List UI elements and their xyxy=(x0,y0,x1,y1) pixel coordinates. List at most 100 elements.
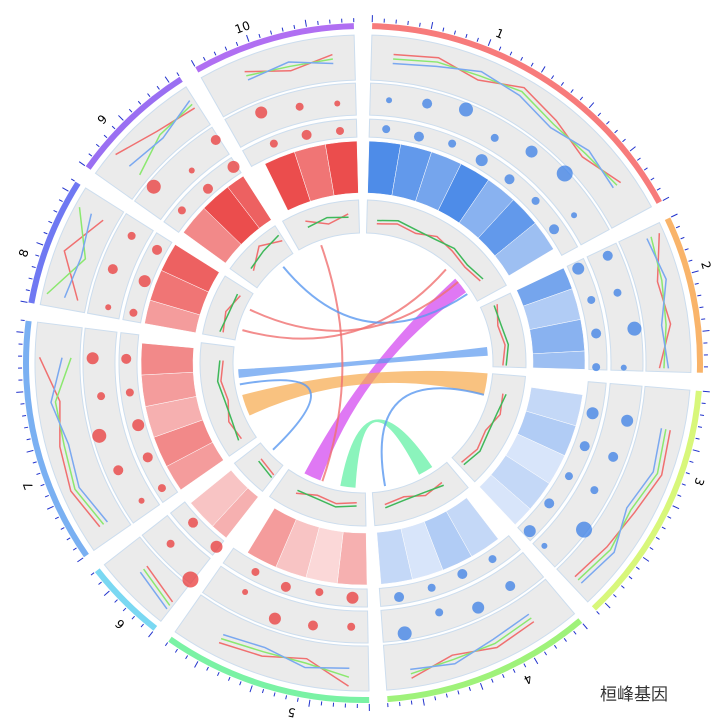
tick xyxy=(111,125,116,130)
tick xyxy=(185,655,189,660)
tick xyxy=(573,630,577,635)
bubble xyxy=(157,484,166,493)
tick xyxy=(692,449,700,453)
tick xyxy=(35,254,40,257)
tick xyxy=(636,157,641,161)
tick xyxy=(70,178,75,182)
link-ribbon xyxy=(238,347,488,378)
bubble xyxy=(269,139,278,148)
track-background xyxy=(201,565,369,644)
tick xyxy=(498,46,502,51)
bubble xyxy=(627,321,642,336)
tick xyxy=(453,30,456,35)
line-series xyxy=(50,357,109,523)
tick xyxy=(31,265,36,269)
bubble xyxy=(458,102,473,117)
heatmap-cell xyxy=(532,350,586,370)
bubble xyxy=(113,465,124,476)
bubble xyxy=(613,288,622,297)
tick xyxy=(103,590,110,597)
bubble xyxy=(152,244,163,255)
tick xyxy=(502,673,505,679)
heatmap-cell xyxy=(160,244,220,293)
tick xyxy=(523,663,527,668)
tick xyxy=(22,414,27,417)
tick xyxy=(147,93,151,97)
bubble xyxy=(591,328,602,339)
tick xyxy=(156,85,160,90)
bubble xyxy=(202,183,213,194)
tick xyxy=(62,187,69,192)
line-series xyxy=(216,360,240,441)
tick xyxy=(430,21,434,30)
tick xyxy=(635,566,640,570)
tick xyxy=(32,461,37,464)
bubble xyxy=(422,98,433,109)
line-series xyxy=(577,429,667,581)
line-series xyxy=(410,613,530,671)
bubble xyxy=(587,295,596,304)
tick xyxy=(702,390,710,393)
tick xyxy=(36,472,41,475)
link-line xyxy=(282,266,468,324)
bubble xyxy=(572,262,585,275)
tick xyxy=(582,623,588,630)
bubble xyxy=(242,589,249,596)
bubble xyxy=(335,126,344,135)
tick xyxy=(688,259,693,262)
heatmap-cell xyxy=(247,507,297,568)
line-series xyxy=(139,103,193,176)
chromosome-label: 7 xyxy=(20,480,36,492)
line-series xyxy=(461,393,504,463)
tick xyxy=(148,631,154,638)
line-series xyxy=(580,428,663,584)
tick xyxy=(48,220,53,224)
bubble xyxy=(127,231,136,240)
bubble xyxy=(315,588,324,597)
track-background xyxy=(378,535,522,607)
tick xyxy=(164,76,170,83)
tick xyxy=(445,693,448,698)
track-background xyxy=(82,327,161,524)
bubble xyxy=(125,388,134,397)
track-background xyxy=(233,442,284,493)
bubble xyxy=(541,542,548,549)
tick xyxy=(273,692,276,697)
link-line xyxy=(239,379,312,451)
track-background xyxy=(586,242,644,372)
bubble xyxy=(427,583,436,592)
bubble xyxy=(142,452,153,463)
line-series xyxy=(139,571,168,610)
bubble xyxy=(435,608,444,617)
tick xyxy=(656,187,661,191)
tick xyxy=(26,438,31,441)
tick xyxy=(468,686,471,691)
bubble xyxy=(382,125,391,134)
tick xyxy=(597,112,602,117)
tick xyxy=(628,576,633,580)
link-line xyxy=(380,387,485,487)
line-series xyxy=(219,293,239,333)
tick xyxy=(88,153,93,157)
tick xyxy=(442,27,445,32)
bubble xyxy=(472,601,485,614)
bubble xyxy=(490,133,499,142)
track-background xyxy=(118,332,179,504)
tick xyxy=(563,638,567,642)
tick xyxy=(66,537,71,541)
bubble xyxy=(549,224,560,235)
ideogram xyxy=(85,76,183,170)
tick xyxy=(25,289,30,292)
line-series xyxy=(260,458,275,476)
tick xyxy=(308,699,311,707)
bubble xyxy=(177,206,186,215)
bubble xyxy=(413,131,424,142)
tick xyxy=(419,22,421,27)
tick xyxy=(614,129,618,134)
line-series xyxy=(393,58,618,186)
tick xyxy=(235,41,239,47)
tick xyxy=(697,294,702,297)
link-line xyxy=(320,244,344,482)
track-background xyxy=(202,275,254,341)
bubble xyxy=(227,160,240,173)
